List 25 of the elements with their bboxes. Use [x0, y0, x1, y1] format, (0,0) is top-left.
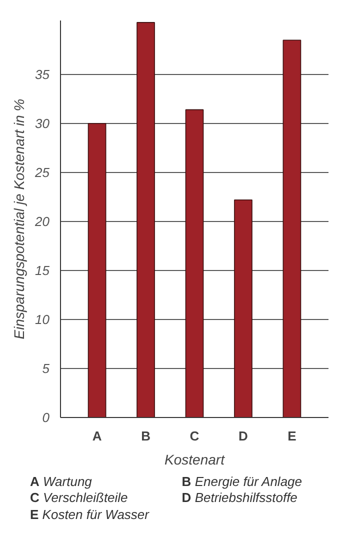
y-tick-label: 15 — [35, 262, 50, 278]
x-tick-label: D — [238, 428, 248, 444]
x-axis-title: Kostenart — [164, 452, 226, 468]
x-tick-label: A — [92, 428, 102, 444]
text: C Verschleißteile — [30, 490, 128, 506]
x-tick-label: E — [288, 428, 297, 444]
y-tick-label: 35 — [35, 66, 50, 82]
text: B Energie für Anlage — [182, 474, 302, 489]
y-tick-label: 25 — [34, 164, 50, 180]
x-tick-label: C — [190, 428, 200, 444]
bar — [185, 109, 204, 418]
text: E Kosten für Wasser — [30, 506, 149, 522]
y-tick-label: 30 — [35, 116, 50, 131]
bar — [136, 22, 155, 418]
y-tick-label: 20 — [34, 214, 50, 229]
y-tick-label: 0 — [42, 410, 50, 425]
bar — [282, 40, 302, 418]
bar — [88, 123, 106, 418]
y-axis-title: Einsparungspotential je Kostenart in % — [11, 98, 28, 340]
y-tick-label: 10 — [35, 312, 50, 327]
text: A Wartung — [30, 474, 92, 489]
bar — [234, 199, 252, 418]
x-tick-label: B — [141, 428, 150, 444]
y-tick-label: 5 — [42, 360, 50, 376]
text: D Betriebshilfsstoffe — [182, 490, 298, 506]
